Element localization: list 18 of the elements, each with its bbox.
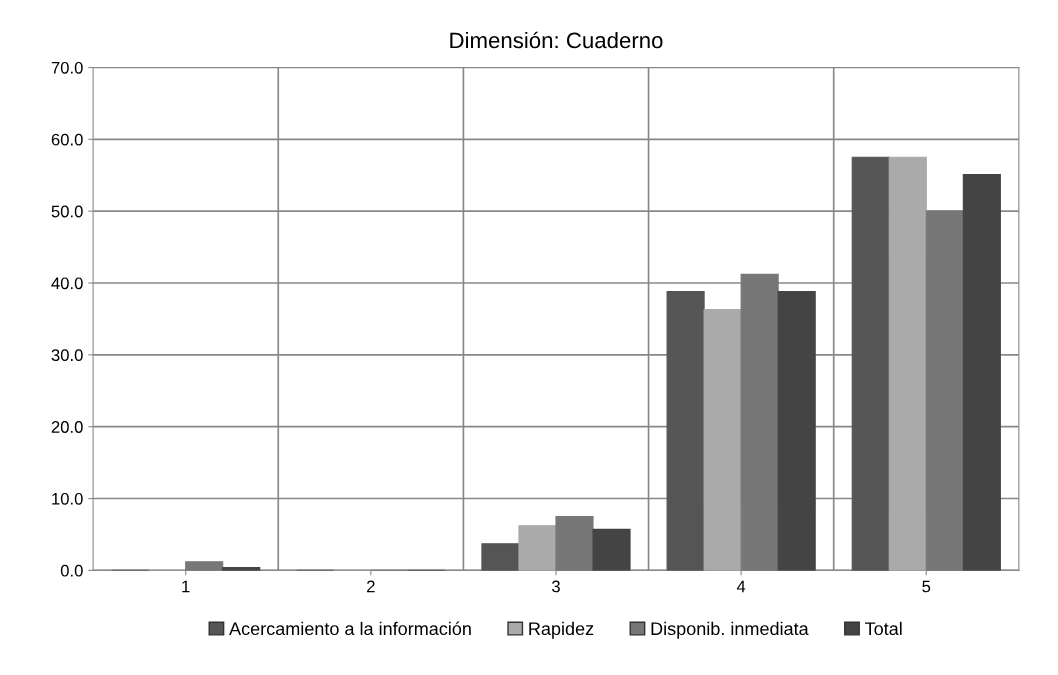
y-tick-label: 40.0 — [51, 277, 83, 290]
legend-label: Total — [865, 621, 902, 636]
y-tick-label: 50.0 — [51, 205, 83, 218]
y-tick-label: 70.0 — [51, 61, 83, 74]
legend-label: Acercamiento a la información — [229, 621, 471, 636]
chart-title: Dimensión: Cuaderno — [450, 31, 663, 49]
x-tick-label: 4 — [736, 580, 746, 593]
y-tick-label: 10.0 — [52, 492, 83, 505]
y-tick-label: 20.0 — [51, 421, 83, 433]
legend-label: Disponib. inmediata — [651, 621, 809, 639]
y-tick-label: 60.0 — [51, 133, 83, 146]
y-tick-label: 0.0 — [60, 564, 83, 577]
x-tick-label: 1 — [182, 580, 190, 593]
x-tick-label: 3 — [551, 580, 560, 593]
y-tick-label: 30.0 — [51, 349, 83, 362]
x-tick-label: 2 — [367, 580, 375, 593]
x-tick-label: 5 — [922, 580, 931, 593]
legend-label: Rapidez — [529, 621, 594, 639]
